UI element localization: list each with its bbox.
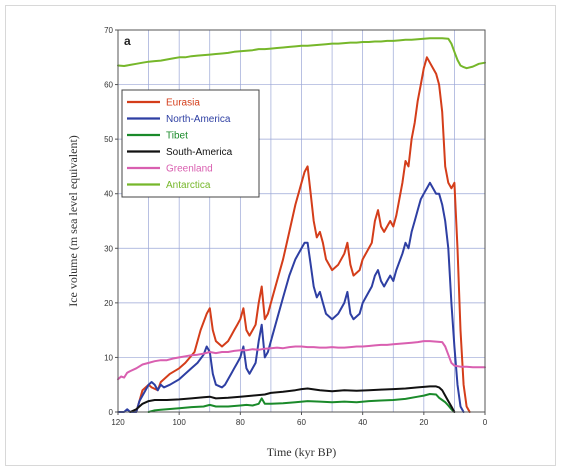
series-line-north-america (117, 181, 465, 413)
x-tick-label: 60 (297, 418, 306, 427)
axis-ticks: 120 100 80 60 40 20 0 0 10 20 30 40 50 60 70 (104, 26, 488, 427)
x-axis-label: Time (kyr BP) (267, 445, 337, 459)
series-line-eurasia (129, 56, 471, 413)
y-tick-label: 0 (109, 408, 114, 417)
legend-label-antarctica: Antarctica (166, 180, 211, 191)
grid-lines (117, 29, 486, 413)
x-tick-label: 80 (236, 418, 245, 427)
y-axis-label: Ice volume (m sea level equivalent) (66, 135, 80, 307)
y-tick-label: 10 (104, 353, 113, 362)
legend-label-south-america: South-America (166, 147, 233, 158)
legend-label-greenland: Greenland (166, 164, 213, 175)
x-tick-label: 20 (419, 418, 428, 427)
y-tick-label: 40 (104, 190, 113, 199)
panel-label: a (124, 34, 131, 48)
y-tick-label: 60 (104, 81, 113, 90)
series-line-south-america (129, 385, 456, 413)
legend-label-eurasia: Eurasia (166, 98, 200, 109)
legend-label-tibet: Tibet (166, 131, 188, 142)
legend-label-north-america: North-America (166, 114, 231, 125)
y-tick-label: 70 (104, 26, 113, 35)
legend: Eurasia North-America Tibet South-America Gr… (121, 89, 260, 198)
x-tick-label: 0 (483, 418, 488, 427)
series-line-tibet (147, 393, 456, 413)
series-layer (117, 37, 486, 413)
y-tick-label: 50 (104, 135, 113, 144)
x-tick-label: 40 (358, 418, 367, 427)
y-tick-label: 30 (104, 244, 113, 253)
x-tick-label: 100 (172, 418, 186, 427)
legend-box (121, 89, 260, 198)
y-tick-label: 20 (104, 299, 113, 308)
series-line-antarctica (117, 37, 486, 70)
x-tick-label: 120 (111, 418, 125, 427)
figure-frame (5, 5, 556, 466)
series-line-greenland (117, 340, 486, 381)
